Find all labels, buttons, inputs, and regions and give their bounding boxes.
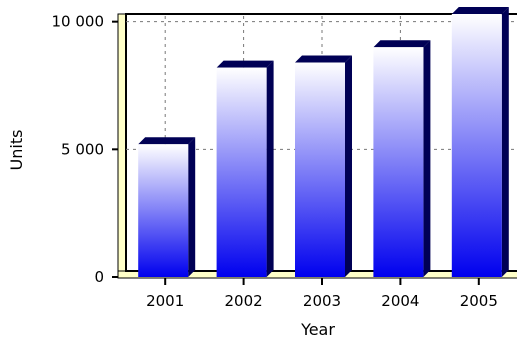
y-tick-label: 5 000 <box>61 140 104 158</box>
bar-side <box>501 7 509 277</box>
x-tick-label: 2005 <box>460 292 498 310</box>
bar-side <box>188 137 196 277</box>
x-tick-label: 2002 <box>225 292 263 310</box>
y-axis-title: Units <box>7 130 26 171</box>
bar-top <box>138 137 196 145</box>
bar-top <box>373 40 431 48</box>
y-axis-band <box>117 13 127 278</box>
axis-labels: 0 5 000 10 000 2001 2002 2003 2004 2005 <box>52 13 498 310</box>
bar-top <box>216 60 274 68</box>
bar <box>138 144 189 277</box>
bar-side <box>266 60 274 277</box>
bar <box>451 14 502 277</box>
bar-top <box>451 7 509 14</box>
x-tick-label: 2001 <box>146 292 184 310</box>
x-tick-label: 2003 <box>303 292 341 310</box>
bars <box>138 7 509 278</box>
y-tick-label: 10 000 <box>52 13 105 31</box>
bar-side <box>423 40 431 277</box>
tick-marks <box>112 20 480 285</box>
bar <box>216 67 267 277</box>
bar <box>295 62 345 278</box>
bar-side <box>345 55 352 278</box>
bar-top <box>295 55 352 63</box>
bar <box>373 47 424 277</box>
x-tick-label: 2004 <box>381 292 419 310</box>
y-tick-label: 0 <box>94 268 104 286</box>
x-axis-title: Year <box>300 320 335 339</box>
